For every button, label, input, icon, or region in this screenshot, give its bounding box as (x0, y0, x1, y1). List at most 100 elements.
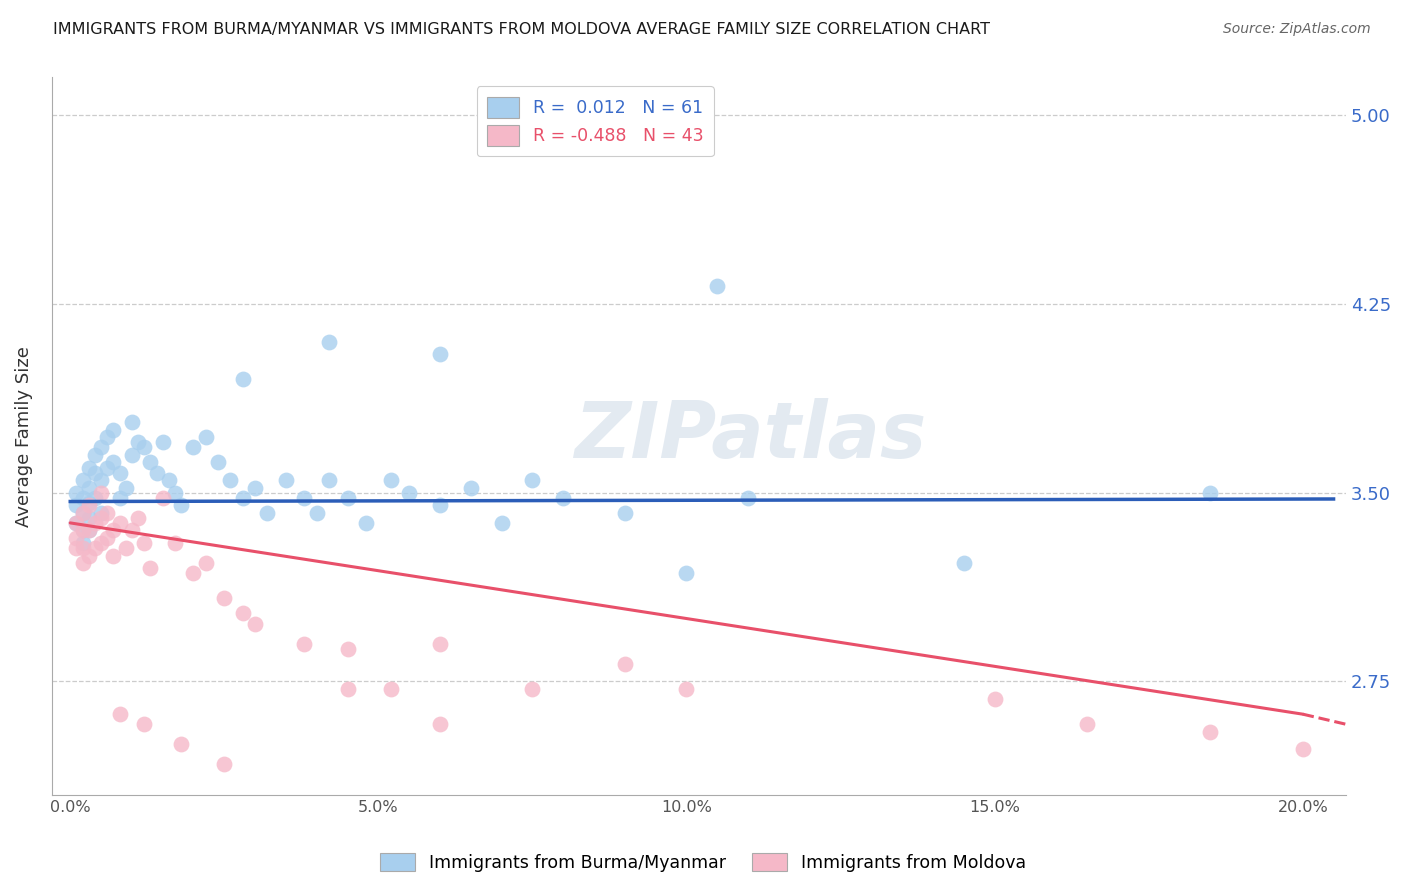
Point (90, 506, 112, 520)
Point (336, 681, 359, 696)
Point (318, 473, 340, 487)
Point (72, 556, 94, 570)
Point (491, 516, 513, 530)
Point (429, 347, 451, 361)
Point (77, 511, 100, 525)
Point (675, 566, 697, 581)
Point (65, 498, 87, 512)
Text: ZIPatlas: ZIPatlas (575, 398, 927, 474)
Point (1199, 485, 1222, 500)
Point (90, 511, 112, 525)
Point (613, 657, 636, 671)
Point (134, 536, 156, 550)
Point (522, 681, 544, 696)
Point (318, 334, 340, 349)
Point (114, 481, 136, 495)
Point (214, 591, 236, 606)
Point (108, 466, 131, 480)
Point (429, 637, 451, 651)
Point (522, 473, 544, 487)
Point (96, 506, 118, 520)
Point (194, 556, 217, 570)
Point (65, 485, 87, 500)
Point (108, 707, 131, 722)
Point (103, 549, 125, 563)
Point (65, 531, 87, 545)
Point (114, 541, 136, 555)
Legend: R =  0.012   N = 61, R = -0.488   N = 43: R = 0.012 N = 61, R = -0.488 N = 43 (477, 87, 714, 156)
Point (83, 491, 105, 505)
Point (194, 430, 217, 444)
Point (83, 516, 105, 530)
Point (72, 473, 94, 487)
Point (72, 536, 94, 550)
Point (96, 531, 118, 545)
Point (460, 481, 482, 495)
Point (214, 757, 236, 772)
Point (72, 541, 94, 555)
Point (65, 516, 87, 530)
Point (1199, 724, 1222, 739)
Point (134, 441, 156, 455)
Point (121, 448, 143, 462)
Point (90, 485, 112, 500)
Point (183, 441, 205, 455)
Point (274, 473, 297, 487)
Point (1076, 717, 1098, 731)
Point (139, 455, 162, 469)
Point (121, 415, 143, 429)
Point (96, 460, 118, 475)
Point (243, 616, 266, 631)
Point (77, 496, 100, 510)
Point (232, 607, 254, 621)
Point (706, 279, 728, 293)
Point (157, 473, 180, 487)
Point (103, 423, 125, 437)
Point (207, 455, 229, 469)
Point (429, 717, 451, 731)
Point (72, 524, 94, 538)
Y-axis label: Average Family Size: Average Family Size (15, 345, 32, 526)
Point (96, 430, 118, 444)
Point (354, 516, 377, 530)
Point (72, 506, 94, 520)
Point (65, 516, 87, 530)
Point (336, 491, 359, 505)
Point (77, 524, 100, 538)
Point (90, 473, 112, 487)
Point (219, 473, 242, 487)
Point (256, 506, 278, 520)
Point (294, 491, 316, 505)
Point (127, 435, 149, 450)
Point (83, 466, 105, 480)
Point (108, 491, 131, 505)
Text: IMMIGRANTS FROM BURMA/MYANMAR VS IMMIGRANTS FROM MOLDOVA AVERAGE FAMILY SIZE COR: IMMIGRANTS FROM BURMA/MYANMAR VS IMMIGRA… (53, 22, 990, 37)
Legend: Immigrants from Burma/Myanmar, Immigrants from Moldova: Immigrants from Burma/Myanmar, Immigrant… (374, 847, 1032, 879)
Point (243, 481, 266, 495)
Point (72, 506, 94, 520)
Point (72, 524, 94, 538)
Point (108, 516, 131, 530)
Point (163, 485, 186, 500)
Point (90, 536, 112, 550)
Point (983, 692, 1005, 706)
Point (77, 549, 100, 563)
Point (72, 491, 94, 505)
Point (145, 466, 167, 480)
Point (90, 441, 112, 455)
Point (305, 506, 328, 520)
Point (613, 506, 636, 520)
Point (737, 491, 759, 505)
Point (380, 681, 402, 696)
Point (1292, 742, 1315, 756)
Point (65, 541, 87, 555)
Point (675, 681, 697, 696)
Point (336, 641, 359, 656)
Point (152, 435, 174, 450)
Point (398, 485, 420, 500)
Point (152, 491, 174, 505)
Point (121, 524, 143, 538)
Point (163, 536, 186, 550)
Point (77, 498, 100, 512)
Point (77, 524, 100, 538)
